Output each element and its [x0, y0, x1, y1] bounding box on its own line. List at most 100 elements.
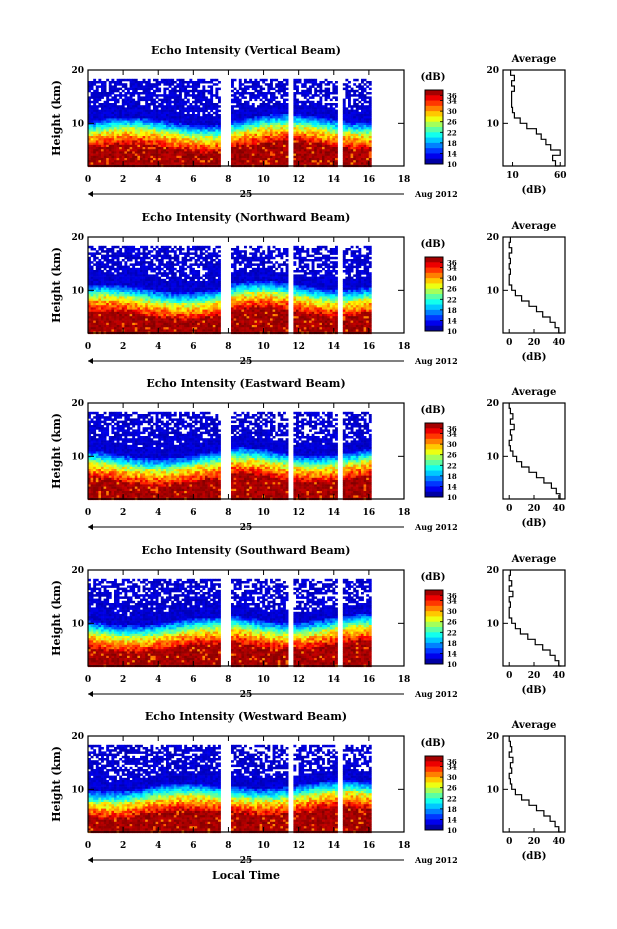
heatmap-cell [324, 96, 328, 99]
heatmap-cell [155, 100, 159, 104]
heatmap-cell [280, 149, 284, 152]
heatmap-cell [301, 122, 305, 126]
heatmap-cell [363, 151, 367, 154]
heatmap-cell [306, 89, 310, 93]
heatmap-cell [124, 109, 128, 113]
heatmap-cell [124, 149, 128, 152]
heatmap-cell [199, 160, 203, 163]
heatmap-cell [95, 87, 99, 91]
heatmap-cell [173, 322, 177, 326]
heatmap-cell [90, 248, 94, 251]
heatmap-cell [210, 109, 214, 113]
heatmap-cell [119, 125, 123, 128]
heatmap-cell [171, 144, 175, 148]
heatmap-cell [322, 116, 325, 119]
heatmap-cell [90, 109, 94, 113]
heatmap-cell [215, 111, 219, 115]
heatmap-cell [361, 140, 364, 143]
heatmap-cell [103, 303, 107, 306]
heatmap-cell [101, 325, 104, 328]
heatmap-cell [90, 283, 94, 286]
heatmap-cell [186, 94, 190, 97]
heatmap-cell [212, 151, 216, 154]
heatmap-cell [181, 136, 185, 139]
heatmap-cell [98, 305, 102, 308]
heatmap-cell [306, 100, 310, 104]
heatmap-cell [132, 281, 136, 284]
heatmap-cell [103, 92, 107, 95]
heatmap-cell [303, 160, 307, 163]
heatmap-cell [246, 118, 250, 121]
heatmap-cell [153, 118, 156, 121]
heatmap-cell [293, 105, 297, 108]
heatmap-cell [186, 144, 190, 148]
heatmap-cell [184, 151, 188, 154]
heatmap-cell [95, 294, 99, 297]
heatmap-cell [134, 127, 138, 130]
heatmap-cell [345, 131, 349, 135]
heatmap-cell [155, 256, 159, 260]
heatmap-cell [329, 144, 333, 148]
heatmap-cell [168, 100, 172, 104]
heatmap-cell [342, 133, 346, 137]
heatmap-cell [189, 151, 193, 154]
heatmap-cell [246, 155, 250, 159]
heatmap-cell [361, 122, 364, 126]
heatmap-cell [285, 98, 289, 102]
heatmap-cell [142, 162, 146, 165]
heatmap-cell [155, 329, 159, 332]
heatmap-cell [301, 149, 305, 152]
heatmap-cell [218, 118, 221, 121]
heatmap-cell [153, 151, 156, 154]
heatmap-cell [319, 89, 323, 93]
heatmap-cell [355, 118, 359, 121]
heatmap-cell [254, 133, 258, 137]
heatmap-cell [168, 314, 172, 317]
heatmap-cell [176, 85, 180, 88]
heatmap-cell [327, 87, 331, 91]
heatmap-cell [171, 142, 175, 146]
heatmap-cell [93, 83, 97, 86]
heatmap-cell [129, 98, 133, 102]
heatmap-cell [272, 125, 276, 128]
heatmap-cell [254, 114, 258, 117]
heatmap-cell [111, 129, 115, 132]
heatmap-cell [101, 83, 104, 86]
heatmap-cell [119, 292, 123, 295]
heatmap-cell [145, 83, 149, 86]
heatmap-cell [111, 98, 115, 102]
heatmap-cell [166, 153, 169, 157]
heatmap-cell [142, 311, 146, 315]
heatmap-cell [194, 122, 198, 126]
heatmap-cell [134, 129, 138, 132]
heatmap-cell [155, 265, 159, 269]
heatmap-cell [111, 289, 115, 293]
heatmap-cell [267, 107, 271, 110]
heatmap-cell [192, 94, 195, 97]
heatmap-cell [158, 261, 162, 264]
heatmap-cell [212, 120, 216, 124]
heatmap-cell [241, 118, 245, 121]
heatmap-cell [166, 105, 169, 108]
heatmap-cell [127, 292, 130, 295]
heatmap-cell [150, 267, 154, 271]
heatmap-cell [160, 245, 164, 249]
heatmap-cell [181, 100, 185, 104]
heatmap-cell [119, 329, 123, 332]
heatmap-cell [124, 125, 128, 128]
heatmap-cell [166, 294, 169, 297]
heatmap-cell [236, 155, 240, 159]
heatmap-cell [111, 155, 115, 159]
heatmap-cell [106, 283, 110, 286]
heatmap-cell [179, 149, 182, 152]
heatmap-cell [163, 151, 167, 154]
heatmap-cell [108, 250, 112, 253]
heatmap-cell [270, 100, 273, 104]
heatmap-cell [132, 111, 136, 115]
heatmap-cell [129, 276, 133, 280]
heatmap-cell [327, 162, 331, 165]
heatmap-cell [90, 151, 94, 154]
colorbar-tick-label: 18 [447, 139, 457, 148]
heatmap-cell [127, 160, 130, 163]
heatmap-cell [93, 256, 97, 260]
